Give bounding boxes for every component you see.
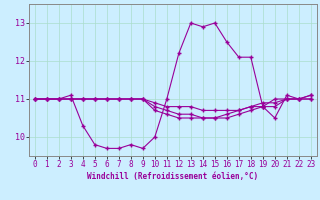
- X-axis label: Windchill (Refroidissement éolien,°C): Windchill (Refroidissement éolien,°C): [87, 172, 258, 181]
